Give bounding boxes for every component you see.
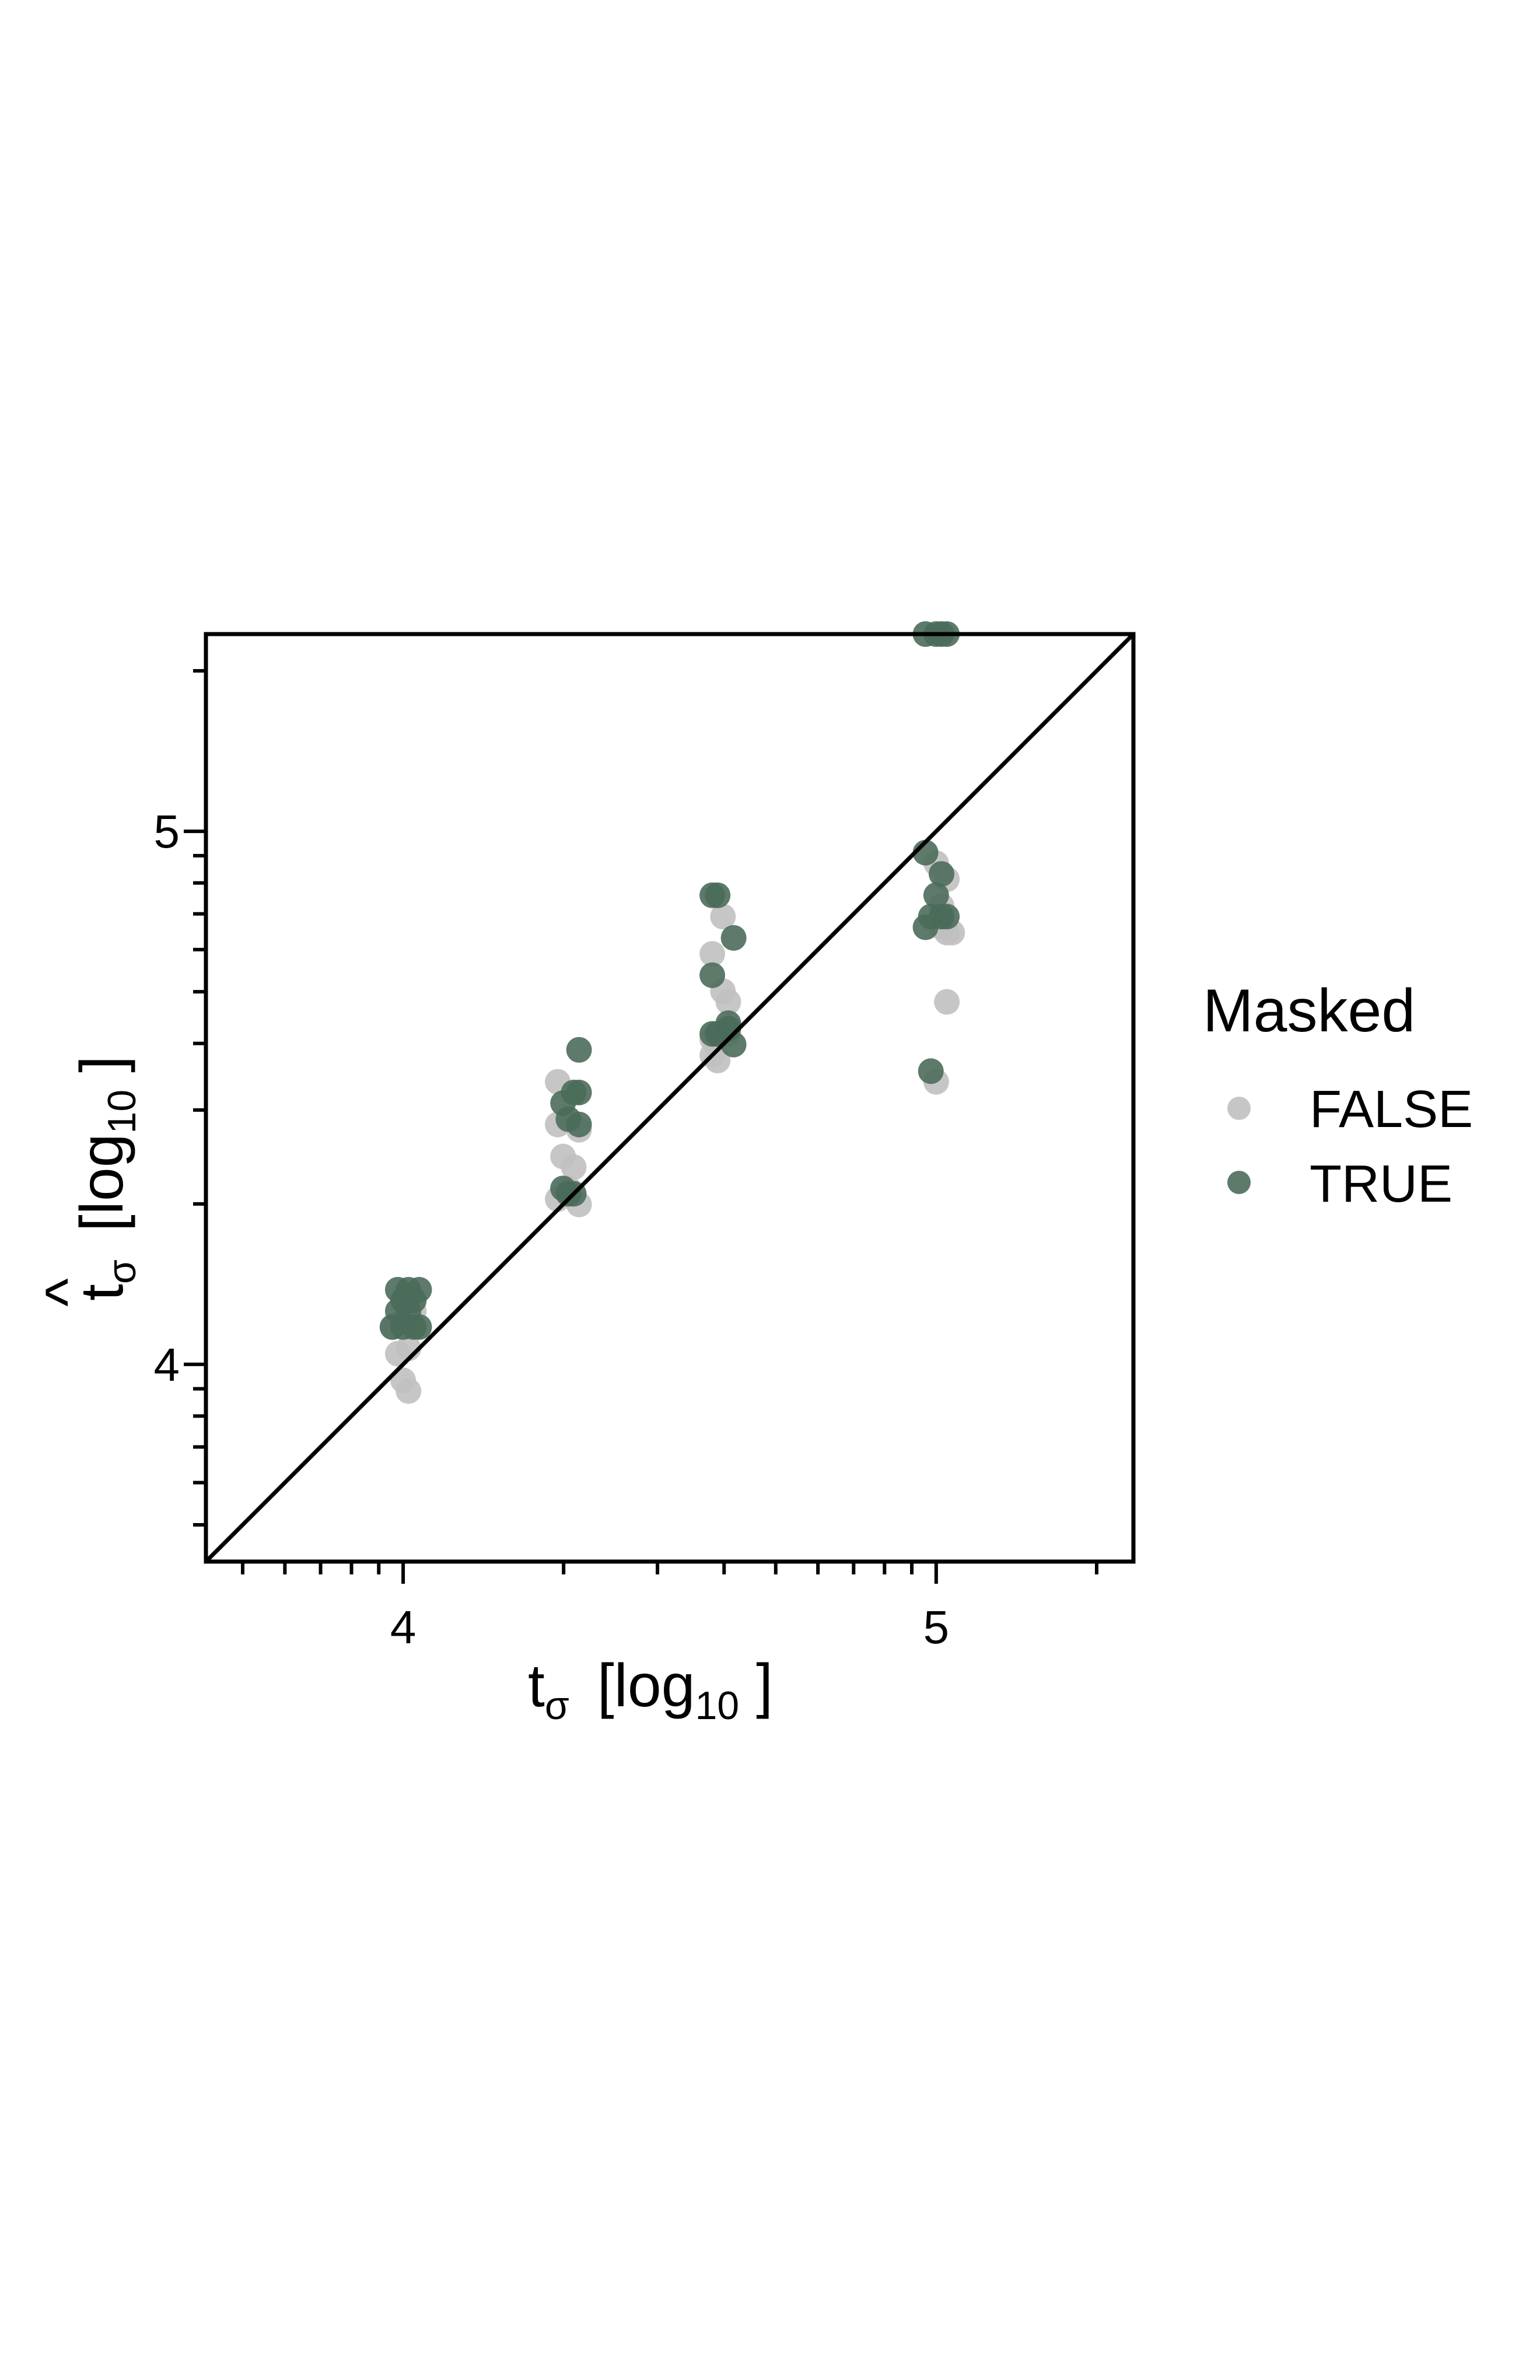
legend-label-false: FALSE — [1310, 1080, 1473, 1139]
x-tick-label-4: 4 — [390, 1601, 416, 1653]
point-false-0-18 — [715, 989, 741, 1015]
x-tick-label-5: 5 — [923, 1601, 950, 1653]
point-false-0-29 — [934, 989, 960, 1015]
axes: 4 5 4 5 — [154, 669, 1098, 1653]
point-true-1-34 — [934, 904, 960, 930]
point-true-1-35 — [912, 914, 939, 940]
svg-text:tσ[log10 ]: tσ[log10 ] — [68, 1056, 144, 1301]
point-true-1-11 — [566, 1037, 592, 1063]
point-true-1-36 — [918, 1058, 944, 1084]
y-tick-label-4: 4 — [154, 1339, 180, 1391]
point-false-0-16 — [699, 941, 726, 967]
legend-label-true: TRUE — [1310, 1155, 1452, 1213]
points-layer — [379, 621, 965, 1404]
y-axis-title: tσ[log10 ] ^ — [33, 1056, 144, 1307]
point-false-0-15 — [710, 904, 736, 930]
point-true-1-22 — [720, 925, 747, 951]
point-true-1-19 — [555, 1181, 582, 1207]
point-true-1-23 — [699, 962, 726, 988]
point-false-0-11 — [561, 1154, 587, 1180]
y-tick-label-5: 5 — [154, 806, 180, 858]
point-true-1-31 — [923, 882, 949, 908]
y-axis-title-hat: ^ — [33, 1278, 101, 1307]
point-true-1-16 — [566, 1111, 592, 1138]
plot-frame — [204, 632, 1136, 1564]
legend: Masked FALSE TRUE — [1203, 977, 1473, 1213]
point-true-1-21 — [705, 882, 731, 908]
point-true-1-30 — [929, 861, 955, 887]
legend-title: Masked — [1203, 977, 1415, 1045]
point-true-1-10 — [406, 1314, 432, 1340]
identity-reference-line — [204, 632, 1135, 1563]
x-axis-title: tσ [log10 ] — [528, 1652, 773, 1728]
legend-key-true — [1227, 1171, 1251, 1194]
point-false-0-1 — [396, 1378, 422, 1404]
legend-key-false — [1227, 1097, 1251, 1120]
